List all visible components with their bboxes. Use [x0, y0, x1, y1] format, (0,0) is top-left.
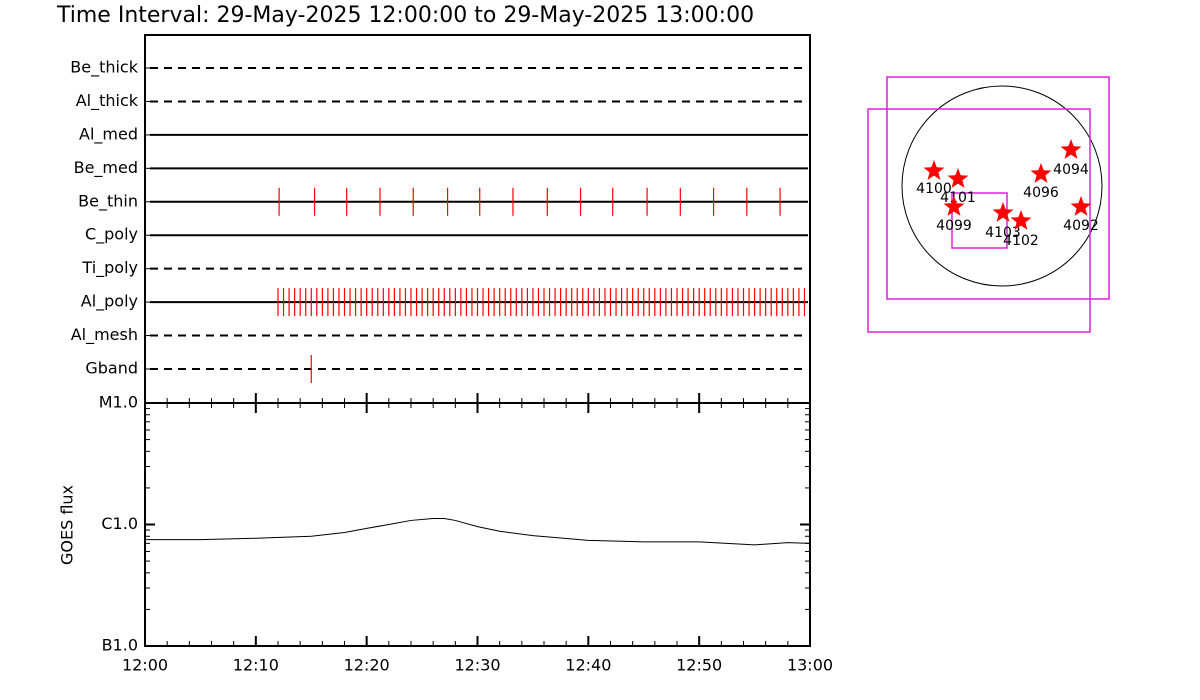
row-label: Be_thin	[78, 191, 138, 211]
y-tick-label: M1.0	[99, 393, 138, 412]
region-star	[923, 160, 945, 180]
region-star	[1060, 139, 1082, 159]
region-label: 4099	[936, 218, 972, 234]
x-tick-label: 13:00	[787, 656, 833, 675]
x-tick-label: 12:50	[676, 656, 722, 675]
x-tick-label: 12:30	[454, 656, 500, 675]
region-label: 4096	[1023, 185, 1059, 201]
region-star	[1010, 210, 1032, 230]
plot-frame	[144, 34, 811, 404]
region-star	[943, 196, 965, 216]
x-tick-label: 12:20	[344, 656, 390, 675]
fov-box	[951, 192, 1008, 249]
row-label: Gband	[85, 359, 138, 378]
x-tick-label: 12:40	[565, 656, 611, 675]
row-label: C_poly	[85, 225, 138, 245]
region-label: 4094	[1053, 162, 1089, 178]
x-tick-label: 12:00	[122, 656, 168, 675]
title: Time Interval: 29-May-2025 12:00:00 to 2…	[56, 3, 754, 28]
plot-frame	[144, 402, 811, 647]
region-star	[1070, 196, 1092, 216]
region-label: 4092	[1063, 218, 1099, 234]
row-label: Al_med	[79, 124, 138, 144]
row-label: Al_mesh	[71, 325, 138, 345]
row-label: Be_med	[74, 158, 138, 178]
y-tick-label: B1.0	[102, 636, 138, 655]
region-star	[947, 168, 969, 188]
y-axis-label: GOES flux	[58, 485, 77, 565]
region-label: 4100	[916, 181, 952, 197]
row-label: Be_thick	[70, 58, 138, 78]
region-star	[1030, 163, 1052, 183]
fov-box	[886, 76, 1110, 300]
goes-flux-line	[145, 518, 811, 546]
solar-disk	[901, 85, 1103, 287]
x-tick-label: 12:10	[233, 656, 279, 675]
region-label: 4103	[985, 225, 1021, 241]
row-label: Al_thick	[76, 91, 139, 111]
row-label: Al_poly	[81, 292, 138, 312]
region-label: 4102	[1003, 233, 1039, 249]
fov-box	[867, 108, 1091, 333]
region-label: 4101	[940, 190, 976, 206]
y-tick-label: C1.0	[101, 514, 138, 533]
row-label: Ti_poly	[81, 258, 138, 278]
region-star	[992, 202, 1014, 222]
